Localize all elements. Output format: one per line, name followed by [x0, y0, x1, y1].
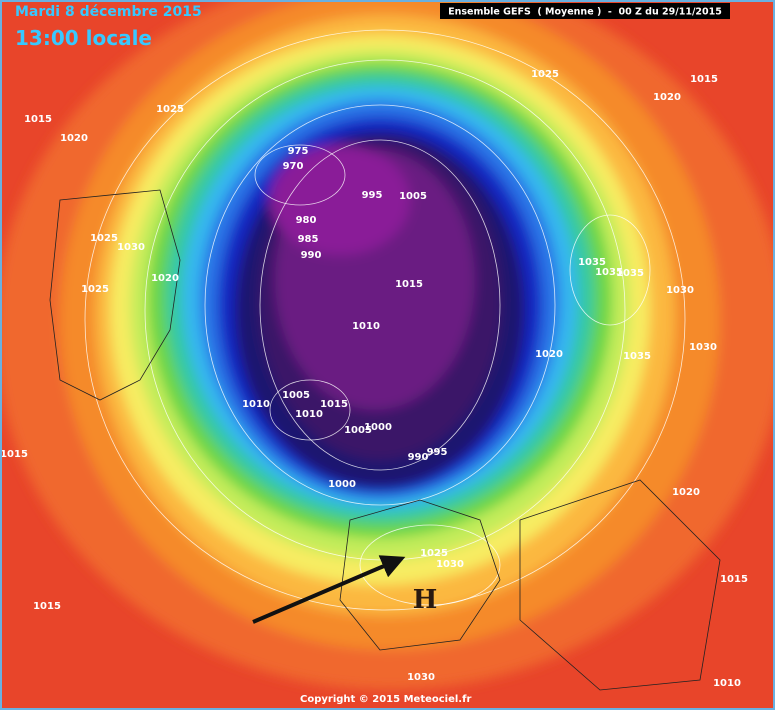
isobar-label: 1025: [420, 548, 448, 559]
band: [270, 145, 410, 255]
isobar-label: 995: [427, 447, 448, 458]
isobar-label: 1030: [689, 342, 717, 353]
pressure-field: [0, 0, 775, 690]
isobar-label: 1015: [33, 601, 61, 612]
isobar-label: 970: [283, 161, 304, 172]
isobar-label: 995: [362, 190, 383, 201]
coastline: [49, 189, 181, 401]
isobar-label: 1000: [328, 479, 356, 490]
isobar-label: 1010: [352, 321, 380, 332]
isobar-label: 1025: [90, 233, 118, 244]
isobar-labels: 1025 1015 1020 1025 1015 1020 975 970 99…: [0, 69, 748, 689]
isobar-label: 985: [298, 234, 319, 245]
isobar-label: 1015: [720, 574, 748, 585]
isobar-label: 1000: [364, 422, 392, 433]
isobar-label: 1030: [407, 672, 435, 683]
model-banner: [440, 3, 730, 19]
isobar-label: 1035: [578, 257, 606, 268]
isobar-label: 1020: [672, 487, 700, 498]
isobar-label: 1035: [623, 351, 651, 362]
isobar-label: 1015: [395, 279, 423, 290]
isobar: [259, 139, 501, 471]
time-text: 13:00 locale: [15, 26, 152, 50]
isobar-label: 1005: [344, 425, 372, 436]
isobar-label: 1020: [151, 273, 179, 284]
isobar-label: 1030: [436, 559, 464, 570]
isobar-label: 1015: [690, 74, 718, 85]
isobar-label: 975: [288, 146, 309, 157]
isobar-label: 1010: [242, 399, 270, 410]
isobar-label: 990: [301, 250, 322, 261]
isobar-label: 1025: [156, 104, 184, 115]
isobar-label: 1005: [399, 191, 427, 202]
isobar: [269, 379, 351, 441]
isobar-label: 1025: [531, 69, 559, 80]
high-pressure-marker: H: [413, 585, 438, 615]
isobar-label: 1010: [713, 678, 741, 689]
copyright: Copyright © 2015 Meteociel.fr: [300, 694, 471, 705]
isobar-label: 980: [296, 215, 317, 226]
arrow: [252, 555, 406, 624]
isobar-label: 1005: [282, 390, 310, 401]
isobar-label: 1035: [595, 267, 623, 278]
date-text: Mardi 8 décembre 2015: [15, 4, 202, 20]
isobar-label: 1015: [0, 449, 28, 460]
isobar-label: 1010: [295, 409, 323, 420]
isobar: [84, 29, 686, 611]
isobar-label: 990: [408, 452, 429, 463]
isobar: [359, 524, 501, 606]
isobar: [254, 144, 346, 206]
isobar-label: 1025: [81, 284, 109, 295]
isobar-label: 1015: [320, 399, 348, 410]
coastline: [339, 499, 501, 651]
model-text: Ensemble GEFS ( Moyenne ) - 00 Z du 29/1…: [448, 7, 722, 18]
isobar-label: 1035: [616, 268, 644, 279]
isobar-label: 1020: [535, 349, 563, 360]
isobar: [569, 214, 651, 326]
isobar: [204, 104, 556, 506]
coastlines: [49, 189, 721, 691]
isobar-label: 1030: [117, 242, 145, 253]
isobar-label: 1030: [666, 285, 694, 296]
isobar-label: 1020: [60, 133, 88, 144]
isobar-label: 1020: [653, 92, 681, 103]
isobar-label: 1015: [24, 114, 52, 125]
coastline: [519, 479, 721, 691]
